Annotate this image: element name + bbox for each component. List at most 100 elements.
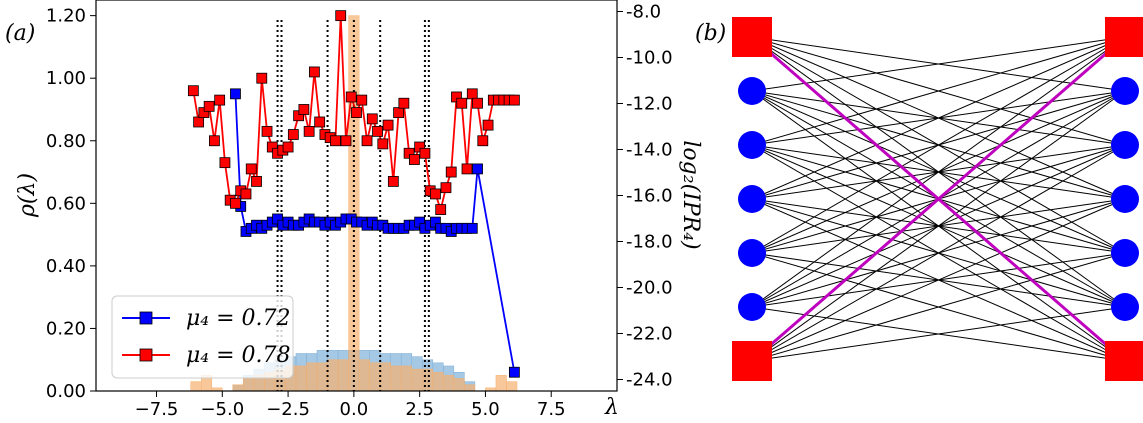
graph-edge — [751, 198, 1126, 362]
y-tick-label-left: 1.00 — [46, 68, 86, 89]
graph-edge — [751, 252, 1126, 362]
x-axis-label: λ — [604, 395, 619, 420]
graph-edge — [751, 36, 1126, 92]
graph-edge — [751, 36, 1126, 200]
histogram-bar — [358, 359, 370, 392]
right-circle-node — [1111, 77, 1139, 105]
panel-b-tag: (b) — [695, 21, 726, 46]
graph-edge-highlight — [751, 35, 1126, 363]
left-square-node — [732, 17, 772, 57]
histogram-bar — [453, 378, 465, 392]
y-ticks-left: 0.00 0.20 0.40 0.60 0.80 1.00 1.20 — [46, 6, 96, 402]
x-ticks: −7.5 −5.0 −2.5 0.0 2.5 5.0 7.5 — [135, 391, 566, 420]
graph-edge — [751, 36, 1126, 308]
graph-edge — [751, 144, 1126, 362]
y-tick-label-left: 0.80 — [46, 131, 86, 152]
series-2-point — [298, 104, 310, 115]
x-tick-label: −2.5 — [266, 399, 310, 420]
graph-edge — [751, 36, 1126, 254]
panel-b: (b) — [695, 17, 1143, 381]
y-tick-label-left: 0.00 — [46, 381, 86, 402]
series-2-point — [477, 135, 489, 147]
legend-box — [111, 295, 294, 379]
series-2-point — [408, 154, 420, 165]
series-2-point — [240, 188, 252, 200]
x-tick-label: −7.5 — [135, 399, 179, 420]
series-2-point — [382, 119, 394, 131]
series-2-point — [214, 94, 226, 106]
series-2-point — [209, 135, 220, 147]
y-tick-label-left: 0.40 — [46, 256, 86, 277]
series-2-point — [466, 88, 478, 100]
series-1-point — [230, 88, 241, 100]
left-circle-node — [738, 293, 766, 321]
y-tick-label-right: -14.0 — [626, 140, 673, 161]
left-circle-node — [738, 77, 766, 105]
histogram-bar — [422, 368, 434, 392]
series-2-point — [335, 10, 347, 22]
graph-edge — [751, 90, 1126, 362]
histogram-bar — [495, 375, 507, 392]
series-2-point — [419, 147, 431, 159]
series-2-point — [314, 116, 326, 128]
series-2-point — [345, 91, 357, 103]
y-ticks-right: -24.0 -22.0 -20.0 -18.0 -16.0 -14.0 -12.0 -10.0… — [617, 2, 673, 391]
series-2-point — [361, 135, 373, 147]
highlight-edge-layer — [751, 35, 1126, 363]
x-tick-label: 7.5 — [537, 399, 566, 420]
y-tick-label-left: 0.60 — [46, 193, 86, 214]
series-2-point — [230, 197, 241, 209]
y-axis-label-left: ρ(λ) — [15, 173, 40, 218]
series-1-point — [472, 163, 483, 175]
right-circle-node — [1111, 185, 1139, 213]
right-circle-node — [1111, 239, 1139, 267]
series-2-point — [261, 125, 273, 137]
node-layer — [732, 17, 1143, 381]
left-square-node — [732, 341, 772, 381]
series-2-point — [351, 107, 362, 119]
y-tick-label-right: -10.0 — [626, 48, 673, 69]
series-2-point — [430, 188, 441, 200]
histogram-bar — [443, 375, 455, 392]
series-2-point — [356, 94, 368, 106]
series-2-point — [472, 97, 483, 109]
histogram-bar — [316, 362, 328, 392]
series-2-point — [193, 116, 205, 128]
series-2-point — [256, 72, 268, 84]
histogram-bar — [295, 365, 307, 392]
y-tick-label-right: -22.0 — [626, 324, 673, 345]
legend-label-series-2: μ₄ = 0.78 — [186, 343, 291, 368]
histogram-bar — [306, 362, 318, 392]
y-tick-label-right: -12.0 — [626, 94, 673, 115]
series-2-point — [330, 135, 341, 147]
histogram-bar — [411, 368, 423, 392]
series-2-point — [435, 204, 447, 215]
x-tick-label: 5.0 — [471, 399, 500, 420]
series-2-point — [508, 94, 520, 106]
legend-marker-series-1 — [139, 311, 153, 325]
series-1-point — [508, 366, 520, 378]
y-tick-label-right: -8.0 — [626, 2, 661, 23]
series-2-point — [440, 182, 452, 194]
left-circle-node — [738, 239, 766, 267]
series-2-point — [372, 125, 383, 137]
y-tick-label-left: 1.20 — [46, 6, 86, 27]
histogram-bar — [400, 365, 413, 392]
series-2-point — [203, 100, 215, 112]
y-tick-label-right: -24.0 — [626, 370, 673, 391]
histogram-bar — [506, 381, 518, 392]
series-2-point — [219, 157, 231, 169]
series-2-point — [387, 176, 399, 187]
series-2-point — [308, 66, 320, 78]
series-1-point — [466, 222, 478, 234]
left-circle-node — [738, 185, 766, 213]
series-2-point — [282, 141, 294, 153]
left-circle-node — [738, 131, 766, 159]
series-layer — [187, 10, 520, 378]
panel-a: (a) −7.5 −5.0 −2.5 0.0 2.5 5.0 7.5 0.00 0.20 0.4… — [5, 0, 703, 420]
series-2-point — [377, 138, 389, 150]
y-tick-label-left: 0.20 — [46, 318, 86, 339]
histogram-bar — [464, 384, 476, 392]
legend-marker-series-2 — [139, 348, 153, 362]
